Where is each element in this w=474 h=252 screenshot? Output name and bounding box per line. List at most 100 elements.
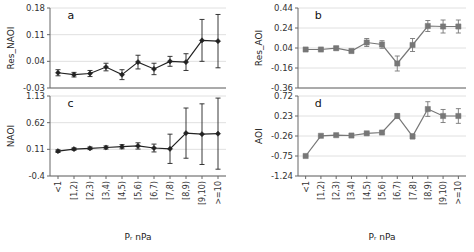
plot-area	[55, 98, 220, 169]
error-bar	[200, 19, 205, 61]
y-axis-label: AOI	[254, 128, 264, 144]
marker	[215, 131, 220, 136]
marker	[103, 145, 108, 150]
y-tick-label: 0.62	[26, 118, 45, 128]
y-tick-label: 0.44	[274, 3, 293, 13]
x-tick-label: [1,2)	[317, 181, 326, 200]
x-tick-label: >=10	[214, 181, 223, 205]
x-tick-label: [8,9)	[424, 181, 433, 200]
x-tick	[122, 176, 123, 179]
marker	[303, 47, 308, 52]
marker	[395, 61, 400, 66]
plot-area	[55, 14, 220, 79]
x-tick-label: [2,3)	[332, 181, 341, 200]
marker	[71, 72, 76, 77]
marker	[425, 23, 430, 28]
x-tick-label: [6,7)	[150, 181, 159, 200]
error-bar	[441, 20, 446, 33]
marker	[364, 40, 369, 45]
x-tick	[397, 176, 398, 179]
x-tick	[138, 176, 139, 179]
marker	[87, 146, 92, 151]
marker	[456, 24, 461, 29]
y-axis	[50, 96, 51, 176]
x-tick	[443, 176, 444, 179]
error-bar	[104, 63, 109, 71]
line	[58, 133, 218, 151]
marker	[199, 38, 204, 43]
x-tick	[170, 176, 171, 179]
y-tick-label: -0.75	[271, 151, 293, 161]
x-tick	[58, 176, 59, 179]
x-tick-label: [1,2)	[70, 181, 79, 200]
marker	[55, 70, 60, 75]
marker	[334, 46, 339, 51]
marker	[349, 133, 354, 138]
x-tick	[74, 176, 75, 179]
x-tick-label: [3,4)	[347, 181, 356, 200]
x-tick-label: [7,8)	[166, 181, 175, 200]
error-bar	[216, 14, 221, 67]
error-bar	[216, 98, 221, 169]
grid-line	[298, 96, 466, 97]
x-tick-label: [9,10)	[439, 181, 448, 205]
marker	[87, 71, 92, 76]
x-tick-label: <1	[302, 181, 311, 193]
marker	[395, 113, 400, 118]
marker	[334, 133, 339, 138]
x-tick-label: [2,3)	[86, 181, 95, 200]
plot-area	[303, 20, 461, 71]
x-tick	[351, 176, 352, 179]
marker	[167, 59, 172, 64]
marker	[456, 113, 461, 118]
panel-label: c	[68, 97, 74, 110]
x-axis	[298, 88, 466, 89]
error-bar	[364, 39, 369, 47]
error-bar	[136, 143, 141, 149]
error-bar	[168, 134, 173, 163]
error-bar	[395, 114, 400, 118]
error-bar	[410, 39, 415, 52]
marker	[199, 132, 204, 137]
marker	[318, 133, 323, 138]
x-tick	[458, 176, 459, 179]
line	[306, 109, 459, 156]
marker	[55, 149, 60, 154]
panel: -0.36-0.160.040.240.44Res_AOIb	[254, 3, 466, 93]
error-bar	[425, 21, 430, 32]
y-tick-label: -0.26	[271, 131, 293, 141]
marker	[349, 48, 354, 53]
x-tick	[382, 176, 383, 179]
x-axis-label: Pᵣ nPa	[125, 232, 152, 242]
error-bar	[395, 56, 400, 71]
grid-line	[298, 88, 466, 89]
x-tick-label: [4,5)	[118, 181, 127, 200]
marker	[379, 130, 384, 135]
line	[58, 40, 218, 74]
marker	[183, 59, 188, 64]
marker	[410, 42, 415, 47]
y-tick-label: 0.04	[274, 43, 293, 53]
marker	[119, 144, 124, 149]
error-bar	[152, 63, 157, 74]
x-tick	[202, 176, 203, 179]
x-axis	[50, 88, 226, 89]
error-bar	[152, 144, 157, 152]
error-bar	[456, 20, 461, 33]
x-tick	[186, 176, 187, 179]
error-bar	[349, 49, 354, 53]
y-tick-label: 0.11	[26, 144, 45, 154]
x-tick	[154, 176, 155, 179]
x-tick-label: [6,7)	[393, 181, 402, 200]
x-tick-label: [7,8)	[409, 181, 418, 200]
marker	[364, 131, 369, 136]
marker	[303, 153, 308, 158]
error-bar	[88, 70, 93, 76]
x-tick	[320, 176, 321, 179]
y-tick-label: 0.72	[274, 91, 293, 101]
error-bar	[120, 145, 125, 149]
grid-line	[50, 88, 226, 89]
y-tick-label: 0.04	[26, 56, 45, 66]
plot-area	[303, 102, 461, 159]
marker	[119, 72, 124, 77]
